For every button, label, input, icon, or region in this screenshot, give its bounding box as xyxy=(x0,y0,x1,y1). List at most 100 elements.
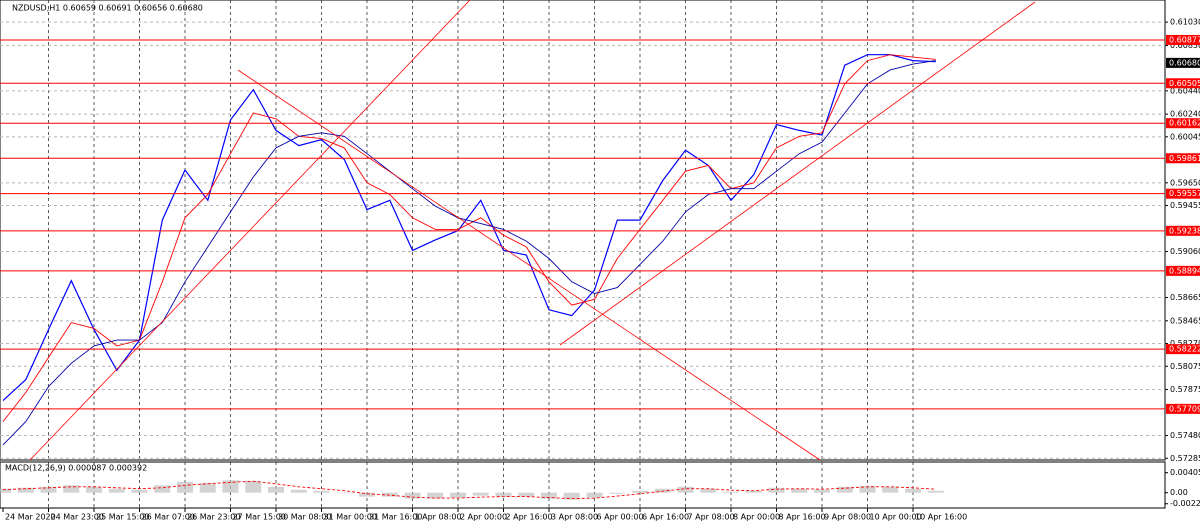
level-tag xyxy=(1166,188,1200,199)
macd-bar xyxy=(472,492,489,496)
macd-title: MACD(12,26,9) 0.000087 0.000392 xyxy=(5,464,147,473)
macd-bar xyxy=(313,490,330,493)
macd-bar xyxy=(654,488,671,493)
level-label: 0.59238 xyxy=(1169,226,1200,235)
level-tag xyxy=(1166,118,1200,129)
y-tick-label: 0.60830 xyxy=(1170,41,1200,50)
line xyxy=(2,480,936,500)
level-tag xyxy=(1166,265,1200,276)
macd-bar xyxy=(859,485,876,493)
price-panel xyxy=(0,0,1166,461)
macd-bar xyxy=(632,490,648,493)
macd-bar xyxy=(563,492,580,500)
macd-bar xyxy=(768,487,785,493)
x-tick-label: 31 Mar 00:00 xyxy=(324,513,377,522)
macd-bar xyxy=(677,486,694,493)
macd-bar xyxy=(17,487,34,493)
level-label: 0.60505 xyxy=(1169,79,1200,88)
chart-title: NZDUSD,H1 0.60659 0.60691 0.60656 0.6068… xyxy=(12,4,203,13)
level-tag xyxy=(1166,153,1200,164)
macd-bar xyxy=(108,488,125,493)
x-tick-label: 26 Mar 23:00 xyxy=(187,513,240,522)
macd-bar xyxy=(336,492,353,494)
x-tick-label: 1 Apr 08:00 xyxy=(415,513,462,522)
macd-panel xyxy=(0,461,1166,509)
macd-bar xyxy=(0,488,11,493)
macd-bar xyxy=(177,481,193,493)
y-tick-label: 0.58665 xyxy=(1170,293,1200,302)
level-label: 0.58222 xyxy=(1169,345,1200,354)
x-tick-label: 24 Mar 2020 xyxy=(5,513,56,522)
x-tick-label: 3 Apr 08:00 xyxy=(551,513,598,522)
x-tick-label: 6 Apr 00:00 xyxy=(597,513,644,522)
level-tag xyxy=(1166,78,1200,89)
y-tick-label: 0.59455 xyxy=(1170,201,1200,210)
macd-bar xyxy=(222,480,239,493)
macd-bar xyxy=(40,486,57,493)
x-tick-label: 30 Mar 08:00 xyxy=(278,513,331,522)
level-label: 0.60162 xyxy=(1169,119,1200,128)
y-tick-label: 0.61030 xyxy=(1170,18,1200,27)
x-tick-label: 10 Apr 16:00 xyxy=(915,513,967,522)
macd-bar xyxy=(905,488,921,493)
macd-bar xyxy=(404,492,421,499)
y-tick-label: -0.00224 xyxy=(1170,499,1200,508)
y-tick-label: 0.57480 xyxy=(1170,431,1200,440)
x-tick-label: 2 Apr 00:00 xyxy=(460,513,507,522)
macd-bar xyxy=(268,486,284,493)
trend-line xyxy=(29,0,471,461)
macd-bar xyxy=(86,486,102,493)
macd-bar xyxy=(450,492,466,498)
y-tick-label: 0.60240 xyxy=(1170,110,1200,119)
macd-bar xyxy=(814,489,830,493)
trend-line xyxy=(237,69,821,461)
x-tick-label: 7 Apr 08:00 xyxy=(688,513,735,522)
trend-line xyxy=(559,1,1036,346)
macd-bar xyxy=(518,492,535,497)
macd-bar xyxy=(245,480,262,493)
x-tick-label: 25 Mar 15:00 xyxy=(96,513,149,522)
level-tag xyxy=(1166,403,1200,414)
macd-bar xyxy=(745,490,762,493)
macd-bar xyxy=(381,492,398,497)
y-tick-label: 0.00 xyxy=(1170,488,1188,497)
x-tick-label: 31 Mar 16:00 xyxy=(369,513,422,522)
y-tick-label: 0.59650 xyxy=(1170,178,1200,187)
y-tick-label: 0.57285 xyxy=(1170,454,1200,463)
macd-bar xyxy=(700,488,717,493)
y-tick-label: 0.58465 xyxy=(1170,316,1200,325)
last-price-label: 0.60680 xyxy=(1169,58,1200,67)
x-tick-label: 9 Apr 08:00 xyxy=(824,513,871,522)
x-tick-label: 8 Apr 16:00 xyxy=(779,513,826,522)
macd-bar xyxy=(723,491,739,493)
level-label: 0.60877 xyxy=(1169,35,1200,44)
line xyxy=(2,54,936,422)
macd-bar xyxy=(791,488,808,493)
level-label: 0.59557 xyxy=(1169,189,1200,198)
x-tick-label: 2 Apr 16:00 xyxy=(506,513,553,522)
level-tag xyxy=(1166,225,1200,236)
macd-bar xyxy=(290,489,307,493)
x-tick-label: 10 Apr 00:00 xyxy=(870,513,922,522)
level-label: 0.57709 xyxy=(1169,404,1200,413)
macd-bar xyxy=(427,492,444,499)
y-tick-label: 0.60045 xyxy=(1170,132,1200,141)
y-tick-label: 0.59060 xyxy=(1170,247,1200,256)
level-label: 0.58894 xyxy=(1169,266,1200,275)
x-tick-label: 8 Apr 00:00 xyxy=(733,513,780,522)
macd-bar xyxy=(541,492,557,499)
macd-bar xyxy=(359,492,375,497)
y-tick-label: 0.60440 xyxy=(1170,86,1200,95)
macd-bar xyxy=(495,492,512,497)
macd-bar xyxy=(927,490,944,493)
macd-bar xyxy=(609,492,626,494)
x-tick-label: 6 Apr 16:00 xyxy=(642,513,689,522)
x-tick-label: 27 Mar 15:00 xyxy=(233,513,286,522)
x-tick-label: 24 Mar 23:00 xyxy=(51,513,104,522)
macd-bar xyxy=(63,485,80,493)
macd-bar xyxy=(154,485,171,493)
macd-bar xyxy=(586,492,603,498)
macd-bar xyxy=(836,486,853,493)
y-tick-label: 0.58270 xyxy=(1170,339,1200,348)
